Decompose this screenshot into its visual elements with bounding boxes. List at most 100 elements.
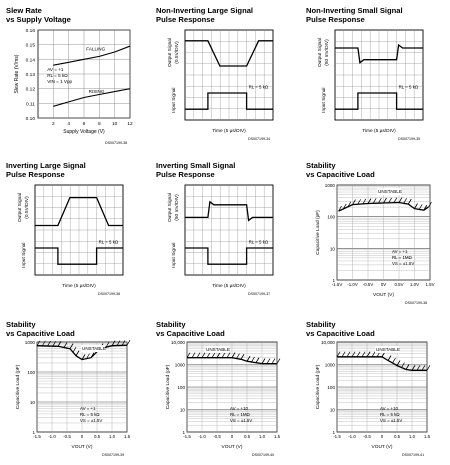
hatch-mark	[356, 351, 361, 357]
x-axis-label: VOUT (V)	[72, 444, 93, 450]
x-tick-label: 1.5	[124, 434, 131, 439]
hatch-mark	[392, 357, 396, 364]
output-signal-trace	[185, 40, 273, 67]
x-tick-label: 12	[127, 121, 133, 127]
output-signal-trace	[335, 43, 423, 64]
annotation-gain: AV = +1	[392, 249, 408, 254]
hatch-mark	[111, 340, 116, 346]
figure-code: DS007199-37	[248, 292, 270, 296]
hatch-mark	[231, 352, 236, 358]
y-axis-label-input: Input Signal	[171, 88, 177, 113]
hatch-mark	[52, 340, 57, 347]
hatch-mark	[336, 351, 341, 357]
y-axis-label: Capacitive Load (pF)	[165, 364, 171, 409]
x-tick-label: 1.0	[409, 434, 416, 439]
annotation-load: RL = 5 kΩ	[249, 240, 269, 245]
hatch-mark	[396, 360, 401, 366]
chart-stability-3: 10,000 1000 100 10 1-1.5 -1.0 -0.5 0 0.5 1.0 1.5 UN…	[165, 340, 281, 457]
hatch-mark	[378, 197, 382, 204]
chart-title-line1: Slew Rate	[6, 6, 42, 15]
stability-boundary-line	[36, 344, 128, 361]
figure-code: DS007199-38	[405, 301, 427, 305]
x-tick-label: -1.0	[198, 434, 206, 439]
hatch-mark	[255, 357, 260, 363]
chart-noninv-small-pulse: RL = 5 kΩ Output Signal (50 mV/DIV) Input S…	[317, 29, 424, 141]
annotation-gain: AV = +10	[380, 406, 399, 411]
y-tick-label: 0.14	[26, 57, 36, 63]
hatch-mark	[367, 198, 372, 204]
annotation-supply: VS = ±1.5V	[380, 418, 402, 423]
figure-code: DS007199-34	[248, 137, 270, 141]
panel-inv-large: Inverting Large Signal Pulse Response RL…	[0, 155, 150, 310]
hatch-mark	[346, 351, 351, 357]
annotation-unstable: UNSTABLE	[376, 347, 400, 352]
x-tick-label: 1.0V	[410, 282, 419, 287]
hatch-mark	[414, 203, 418, 209]
y-axis-unit-output: (50 mV/DIV)	[324, 39, 330, 66]
y-axis-label: Slew Rate (V/ms)	[14, 54, 20, 93]
stability-boundary-line	[187, 357, 277, 365]
hatch-mark	[362, 198, 367, 205]
x-tick-label: 6	[83, 121, 86, 127]
chart-title-line2: Pulse Response	[156, 170, 215, 179]
hatch-mark	[271, 358, 276, 364]
hatch-mark	[240, 354, 245, 360]
panel-stability-2: Stability vs Capacitive Load 1000 100 10 1-…	[0, 310, 150, 465]
x-tick-label: -1.5	[333, 434, 341, 439]
x-tick-label: 0.5	[244, 434, 251, 439]
x-tick-label: -1.0	[348, 434, 356, 439]
annotation-gain: AV = +1	[47, 67, 64, 72]
annotation-supply: VS = ±1.5V	[392, 261, 414, 266]
hatch-mark	[81, 354, 86, 360]
panel-slew-rate: Slew Rate vs Supply Voltage 0.10 0.11 0.12…	[0, 0, 150, 155]
hatch-mark	[342, 203, 347, 210]
annotation-falling: FALLING	[86, 47, 105, 52]
x-tick-label: -0.5V	[363, 282, 374, 287]
y-axis-label-output: Output Signal	[167, 193, 173, 222]
x-axis-label: Time (5 µs/DIV)	[212, 283, 246, 289]
x-tick-label: 0.5V	[394, 282, 403, 287]
hatch-mark	[226, 352, 231, 358]
x-tick-label: -0.5	[363, 434, 371, 439]
hatch-mark	[57, 341, 62, 347]
figure-code: DS007199-39	[102, 453, 124, 457]
y-tick-label: 1000	[25, 340, 36, 345]
y-tick-label: 100	[327, 215, 335, 220]
hatch-mark	[266, 358, 271, 364]
x-tick-label: -0.5	[213, 434, 221, 439]
y-tick-label: 100	[177, 385, 185, 390]
hatch-mark	[407, 198, 412, 205]
y-tick-label: 10	[330, 246, 336, 251]
annotation-gain: AV = +10	[230, 406, 249, 411]
output-signal-trace	[35, 196, 123, 227]
hatch-mark	[196, 352, 201, 358]
unstable-label-bg	[375, 346, 399, 353]
chart-stability-2: 1000 100 10 1-1.5 -1.0 -0.5 0 0.5 1.0 1.5 UNSTABLE…	[15, 340, 131, 457]
hatch-mark	[393, 197, 398, 203]
chart-title-line1: Non-Inverting Large Signal	[156, 6, 254, 15]
annotation-unstable: UNSTABLE	[378, 189, 402, 194]
hatch-mark	[246, 356, 251, 362]
hatch-mark	[90, 352, 95, 358]
chart-title-line1: Stability	[156, 320, 186, 329]
x-tick-label: 0V	[381, 282, 386, 287]
y-axis-unit-output: (50 mV/DIV)	[174, 194, 180, 221]
hatch-mark	[421, 365, 426, 371]
hatch-mark	[201, 352, 206, 358]
hatch-mark	[426, 365, 431, 371]
x-tick-label: 2	[52, 121, 55, 127]
hatch-mark	[105, 342, 110, 348]
x-tick-label: 0	[231, 434, 234, 439]
y-tick-label: 10,000	[171, 340, 185, 345]
series-line	[53, 88, 131, 107]
chart-inv-small-pulse: RL = 5 kΩ Output Signal (50 mV/DIV) Input S…	[167, 184, 274, 296]
annotation-load: RL = 5 kΩ	[80, 412, 100, 417]
chart-title-line1: Non-Inverting Small Signal	[306, 6, 403, 15]
chart-inv-large-pulse: RL = 5 kΩ Output Signal (0.5V/DIV) Input Si…	[17, 184, 124, 296]
y-tick-label: 0.15	[26, 43, 36, 49]
x-tick-label: 4	[67, 121, 70, 127]
hatch-mark	[387, 355, 392, 361]
y-tick-label: 100	[27, 370, 35, 375]
y-tick-label: 0.11	[26, 101, 35, 107]
y-tick-label: 10,000	[321, 340, 335, 345]
